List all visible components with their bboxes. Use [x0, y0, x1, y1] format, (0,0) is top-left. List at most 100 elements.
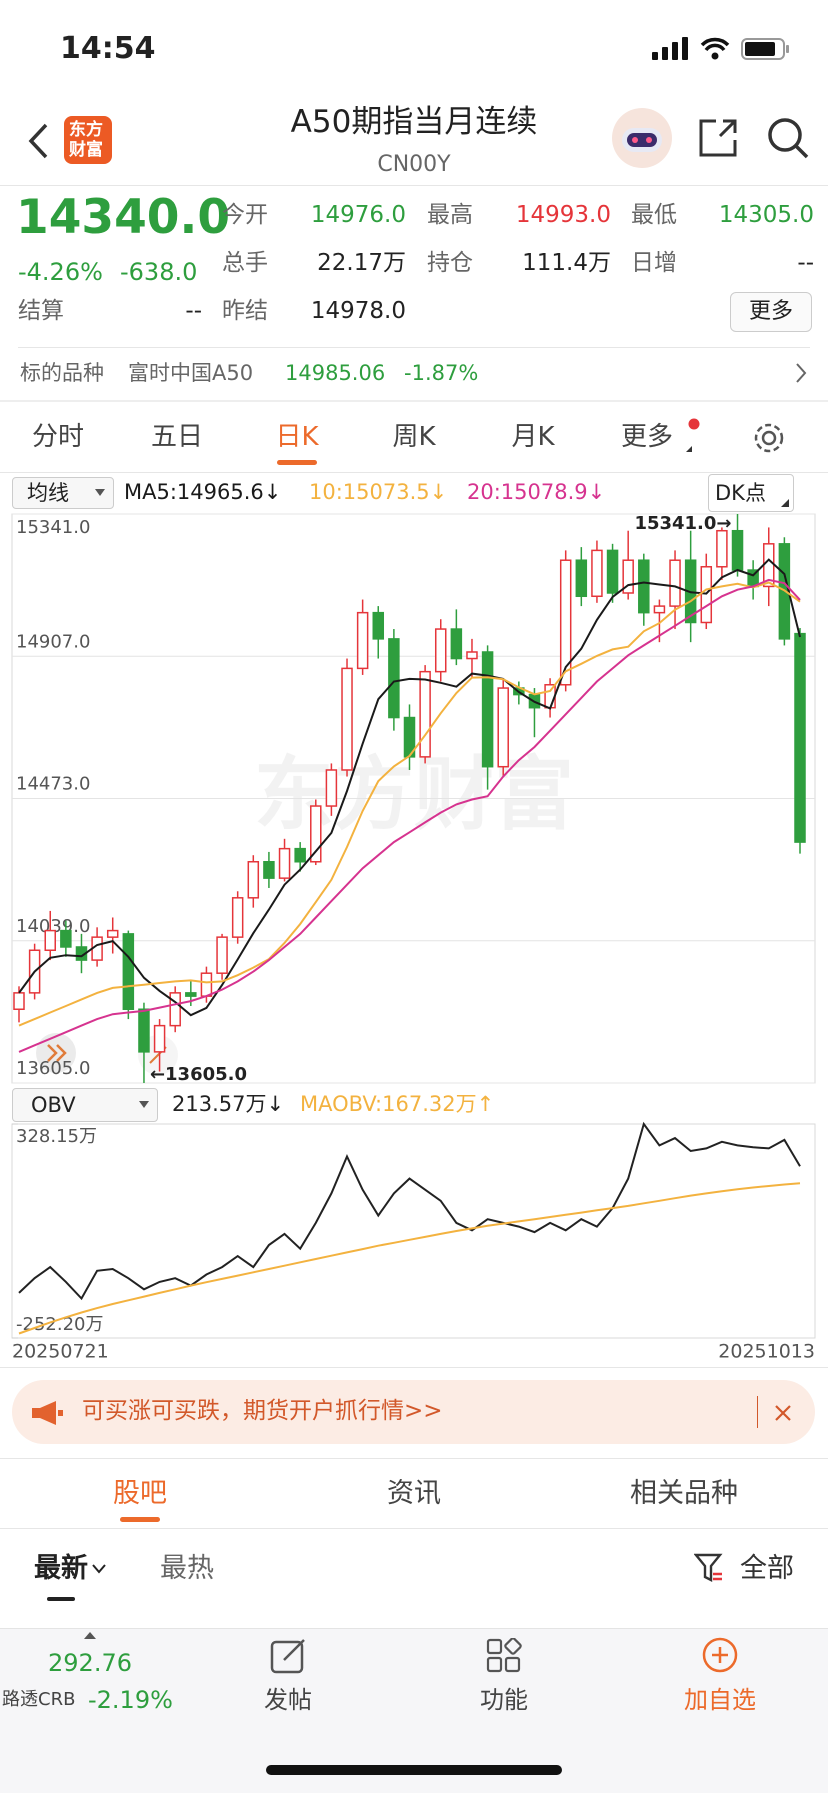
add-watchlist-icon[interactable]	[701, 1636, 739, 1674]
obv-line	[18, 1121, 801, 1301]
speaker-icon	[32, 1401, 63, 1425]
field-label: 最高	[427, 202, 473, 228]
share-button[interactable]	[696, 116, 740, 160]
separator	[757, 1396, 758, 1428]
sort-option[interactable]: 最热	[160, 1553, 214, 1584]
back-button[interactable]	[26, 122, 50, 160]
candle-body	[497, 687, 509, 768]
action-label[interactable]: 发帖	[264, 1686, 312, 1714]
last-price: 14340.0	[16, 190, 231, 245]
period-tab[interactable]: 五日	[150, 422, 204, 452]
button-label: 更多	[748, 299, 794, 324]
index-name: 路透CRB	[2, 1689, 76, 1710]
overlay-dropdown[interactable]: 均线	[12, 477, 114, 509]
assistant-avatar[interactable]	[610, 106, 674, 170]
field-label: 持仓	[427, 250, 473, 276]
action-label[interactable]: 加自选	[684, 1686, 756, 1714]
sort-option[interactable]: 最新	[34, 1553, 88, 1584]
candle-body	[185, 992, 197, 997]
candle-body	[466, 651, 478, 660]
legend-entry: 20:15078.9↓	[467, 480, 606, 504]
legend-entry: 10:15073.5↓	[309, 480, 448, 504]
period-tab[interactable]: 更多	[620, 422, 674, 452]
divider	[0, 1528, 828, 1529]
candle-body	[44, 929, 56, 952]
candle-body	[591, 549, 603, 598]
underlying-name: 富时中国A50	[128, 361, 254, 385]
indicator-dropdown[interactable]: OBV	[12, 1088, 158, 1122]
underlying-label: 标的品种	[20, 361, 104, 385]
candle-body	[794, 632, 806, 843]
filter-icon[interactable]	[694, 1552, 724, 1584]
low-annotation: ←13605.0	[150, 1064, 247, 1085]
filter-label[interactable]: 全部	[740, 1553, 794, 1584]
dk-button[interactable]: DK点	[708, 474, 794, 512]
promo-banner[interactable]: 可买涨可买跌，期货开户抓行情>>	[12, 1380, 815, 1444]
page-subtitle: CN00Y	[377, 152, 451, 177]
dropdown-label: OBV	[31, 1093, 76, 1117]
candle-body	[434, 628, 447, 673]
promo-text: 可买涨可买跌，期货开户抓行情>>	[82, 1398, 443, 1424]
close-button[interactable]	[774, 1404, 792, 1422]
candle-body	[200, 972, 213, 997]
field-value: 14978.0	[310, 298, 406, 324]
high-annotation: 15341.0→	[634, 513, 731, 534]
candle-body	[216, 936, 228, 974]
status-icons	[652, 37, 789, 60]
candle-body	[638, 559, 650, 614]
tab-underline	[277, 460, 317, 465]
page-title: A50期指当月连续	[290, 104, 538, 140]
dropdown-arrow	[95, 489, 105, 496]
up-indicator	[84, 1632, 96, 1639]
underlying-chevron[interactable]	[794, 362, 808, 384]
ma-line	[18, 581, 801, 1027]
field-label: 总手	[222, 250, 268, 276]
field-value: --	[185, 298, 202, 324]
y-tick-label: 15341.0	[16, 517, 90, 538]
x-tick-label: 20251013	[718, 1341, 815, 1363]
divider	[0, 185, 828, 186]
legend-entry: 213.57万↓	[172, 1092, 285, 1116]
functions-icon[interactable]	[486, 1638, 522, 1674]
content-tab[interactable]: 相关品种	[630, 1478, 738, 1509]
candle-body	[247, 861, 260, 899]
content-tab[interactable]: 资讯	[387, 1478, 441, 1509]
content-tab[interactable]: 股吧	[113, 1478, 167, 1509]
expand-button[interactable]	[36, 1033, 76, 1073]
candle-body	[481, 651, 494, 768]
more-indicator	[686, 418, 700, 452]
period-tab[interactable]: 周K	[392, 422, 436, 452]
candle-body	[419, 670, 431, 758]
field-label: 昨结	[222, 298, 268, 324]
field-value: 22.17万	[317, 250, 406, 276]
divider	[0, 400, 828, 402]
candle-body	[653, 605, 666, 614]
logo-text: 东方	[69, 120, 103, 140]
ma-line	[18, 558, 801, 1017]
field-label: 最低	[631, 202, 677, 228]
field-label: 今开	[222, 202, 268, 228]
action-label[interactable]: 功能	[480, 1686, 528, 1714]
post-icon[interactable]	[270, 1638, 308, 1674]
y-tick-label: 14473.0	[16, 774, 90, 795]
candle-body	[13, 992, 25, 1011]
legend-entry: MA5:14965.6↓	[124, 480, 282, 504]
obv-panel	[11, 1123, 816, 1339]
more-button[interactable]: 更多	[730, 292, 812, 332]
period-tab[interactable]: 日K	[275, 422, 319, 452]
candle-body	[325, 769, 338, 807]
candle-body	[341, 667, 353, 771]
divider	[0, 472, 828, 473]
settings-button[interactable]	[752, 421, 786, 455]
field-value: 111.4万	[522, 250, 611, 276]
y-tick-label: 14039.0	[16, 916, 90, 937]
candle-body	[153, 1024, 166, 1053]
period-tab[interactable]: 月K	[511, 422, 555, 452]
candle-body	[138, 1008, 150, 1053]
dropdown-label: 均线	[27, 481, 69, 505]
period-tab[interactable]: 分时	[31, 422, 85, 452]
divider	[0, 1367, 828, 1368]
logo-text: 财富	[69, 140, 103, 160]
search-button[interactable]	[766, 116, 810, 160]
